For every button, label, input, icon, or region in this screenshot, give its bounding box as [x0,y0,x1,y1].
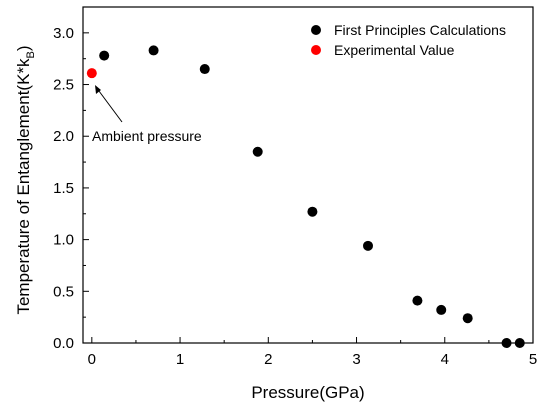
x-tick-label: 0 [88,351,96,368]
data-point-first-principles [462,313,473,324]
data-points [86,45,525,348]
data-point-first-principles [412,295,423,306]
data-point-experimental [86,68,97,79]
data-point-first-principles [252,146,263,157]
data-point-first-principles [363,240,373,251]
annotation: Ambient pressure [92,85,202,144]
y-tick-label: 1.5 [53,180,74,197]
y-axis-title-subscript: B [25,51,37,58]
x-tick-label: 2 [264,351,272,368]
annotation-label: Ambient pressure [92,128,202,144]
x-axis-ticks: 0 1 2 3 4 5 [88,337,537,368]
legend: First Principles Calculations Experiment… [311,22,506,58]
y-axis-title: Temperature of Entanglement(K*kB) [14,45,37,314]
data-point-first-principles [199,64,210,75]
legend-label-first-principles: First Principles Calculations [334,22,506,38]
y-tick-label: 3.0 [53,25,74,42]
plot-frame [82,6,534,344]
data-point-first-principles [307,206,318,217]
y-axis-ticks: 0.0 0.5 1.0 1.5 2.0 2.5 3.0 [53,25,89,352]
annotation-arrow-line [95,86,123,123]
x-axis-title: Pressure(GPa) [251,383,364,402]
legend-marker-first-principles [311,25,321,35]
x-tick-label: 5 [529,351,537,368]
y-tick-label: 0.0 [53,335,74,352]
data-point-first-principles [436,304,447,315]
x-tick-label: 1 [176,351,184,368]
legend-marker-experimental [311,45,321,55]
y-axis-title-main: Temperature of Entanglement(K*k [14,58,33,315]
data-point-first-principles [514,338,525,348]
x-tick-label: 3 [352,351,360,368]
x-tick-label: 4 [441,351,449,368]
y-tick-label: 1.0 [53,232,74,249]
data-point-first-principles [501,338,512,348]
y-tick-label: 2.0 [53,128,74,145]
y-tick-label: 0.5 [53,283,74,300]
legend-label-experimental: Experimental Value [334,42,455,58]
y-axis-title-close: ) [14,45,33,51]
data-point-first-principles [148,45,159,56]
data-point-first-principles [99,50,110,61]
annotation-arrow-head [95,85,101,94]
y-tick-label: 2.5 [53,77,74,94]
